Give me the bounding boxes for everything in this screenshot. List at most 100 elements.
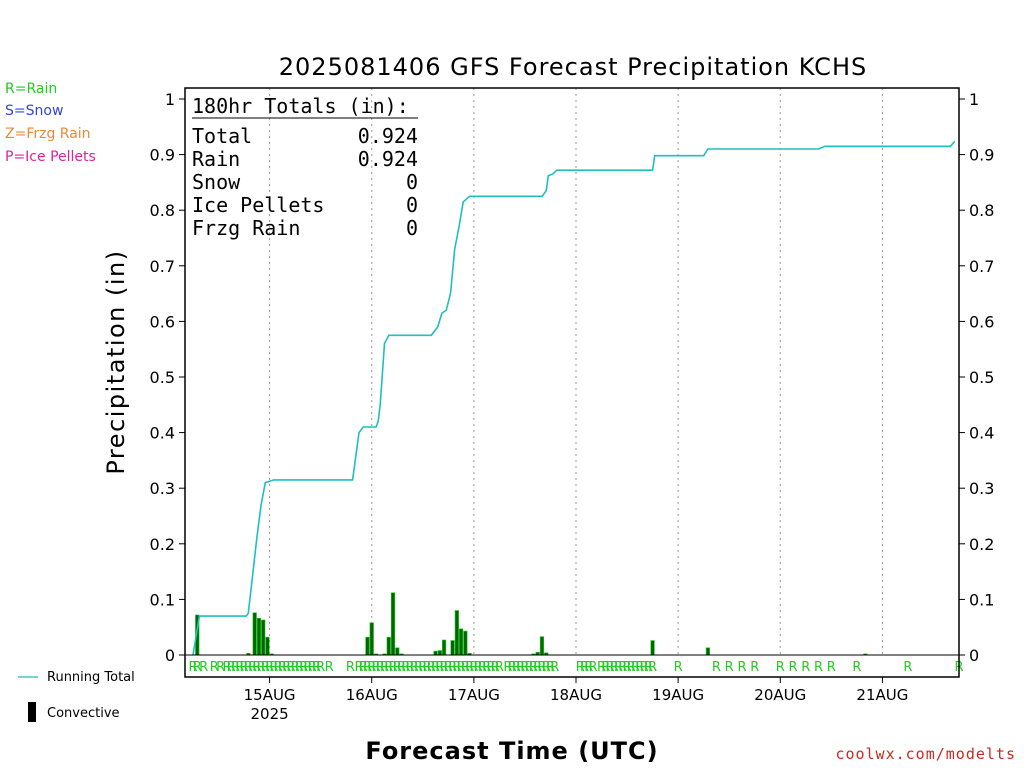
convective-key-swatch xyxy=(28,702,36,722)
precip-type-marker: R xyxy=(550,660,559,675)
precip-type-marker: R xyxy=(601,660,610,675)
precip-type-marker: R xyxy=(618,660,627,675)
precip-type-marker: R xyxy=(265,660,274,675)
precip-type-marker: R xyxy=(525,660,534,675)
precip-type-marker: R xyxy=(635,660,644,675)
y-tick-label-right: 0.5 xyxy=(969,368,994,387)
y-tick-label-right: 0.9 xyxy=(969,146,994,165)
y-tick-label-left: 0.6 xyxy=(150,312,175,331)
totals-heading: 180hr Totals (in): xyxy=(192,94,409,118)
convective-bar xyxy=(390,592,396,656)
precip-type-marker: R xyxy=(546,660,555,675)
convective-bar xyxy=(458,628,464,656)
convective-bar xyxy=(261,619,266,656)
precip-type-marker: R xyxy=(623,660,632,675)
precip-type-marker: R xyxy=(440,660,449,675)
convective-bar xyxy=(395,647,400,656)
precip-type-marker: R xyxy=(248,660,257,675)
precip-type-marker: R xyxy=(216,660,225,675)
y-tick-label-right: 0.8 xyxy=(969,201,994,220)
y-tick-label-left: 0.5 xyxy=(150,368,175,387)
convective-bar xyxy=(705,647,711,656)
series-key xyxy=(18,676,38,722)
precip-type-marker: R xyxy=(231,660,240,675)
convective-bar xyxy=(386,636,391,656)
precip-type-marker: R xyxy=(606,660,615,675)
precip-type-marker: R xyxy=(640,660,649,675)
precip-type-marker: R xyxy=(278,660,287,675)
precip-type-marker: R xyxy=(308,660,317,675)
chart-title: 2025081406 GFS Forecast Precipitation KC… xyxy=(279,53,867,81)
precip-type-marker: R xyxy=(516,660,525,675)
convective-bar xyxy=(252,612,257,656)
convective-bar xyxy=(256,618,262,656)
precip-type-marker: R xyxy=(261,660,270,675)
legend-freezing-rain: Z=Frzg Rain xyxy=(5,126,91,142)
precip-type-marker: R xyxy=(610,660,619,675)
x-tick-label: 21AUG xyxy=(856,686,908,704)
precip-type-marker: R xyxy=(240,660,249,675)
running-total-line xyxy=(192,140,956,656)
totals-box: 180hr Totals (in): Total 0.924 Rain 0.92… xyxy=(192,94,418,240)
running-total-key-label: Running Total xyxy=(47,670,135,685)
precip-type-marker: R xyxy=(584,660,593,675)
convective-bar xyxy=(450,640,455,656)
y-tick-label-right: 0.7 xyxy=(969,257,994,276)
convective-bar xyxy=(365,636,370,656)
precip-type-marker: R xyxy=(410,660,419,675)
y-tick-label-left: 0 xyxy=(165,646,175,665)
precip-type-marker: R xyxy=(312,660,321,675)
y-tick-label-left: 0.2 xyxy=(150,535,175,554)
precip-type-marker: R xyxy=(457,660,466,675)
totals-value-ice-pellets: 0 xyxy=(406,193,418,217)
precip-type-marker: R xyxy=(737,660,746,675)
precip-type-marker: R xyxy=(376,660,385,675)
y-axis-ticks: 0 00.1 0.10.2 0.20.3 0.30.4 0.40.5 0.50.6 0.60.… xyxy=(150,90,995,665)
precip-type-marker: R xyxy=(295,660,304,675)
precip-type-marker: R xyxy=(512,660,521,675)
totals-value-total: 0.924 xyxy=(358,124,418,148)
precip-type-marker: R xyxy=(193,660,202,675)
totals-label-freezing-rain: Frzg Rain xyxy=(192,216,300,240)
precip-type-marker: R xyxy=(542,660,551,675)
x-tick-label: 15AUG xyxy=(244,686,296,704)
convective-bar xyxy=(463,630,468,656)
convective-bars xyxy=(195,592,868,656)
y-tick-label-right: 0 xyxy=(969,646,979,665)
plot-frame xyxy=(184,87,960,678)
precip-type-marker: R xyxy=(478,660,487,675)
convective-bar xyxy=(454,610,459,656)
precip-type-marker: R xyxy=(367,660,376,675)
precip-type-marker: R xyxy=(508,660,517,675)
precip-type-marker: R xyxy=(393,660,402,675)
y-tick-label-right: 0.4 xyxy=(969,424,994,443)
totals-label-total: Total xyxy=(192,124,252,148)
convective-bar xyxy=(369,622,374,656)
precip-type-marker: R xyxy=(631,660,640,675)
convective-key-label: Convective xyxy=(47,706,120,721)
precip-type-marker: R xyxy=(529,660,538,675)
y-tick-label-right: 0.1 xyxy=(969,590,994,609)
precip-type-marker: R xyxy=(486,660,495,675)
precip-type-marker: R xyxy=(452,660,461,675)
y-tick-label-right: 1 xyxy=(969,90,979,109)
x-tick-sublabel: 2025 xyxy=(251,705,289,723)
legend-ice-pellets: P=Ice Pellets xyxy=(5,149,96,165)
convective-bar xyxy=(441,639,447,656)
precip-type-marker: R xyxy=(469,660,478,675)
convective-bar xyxy=(265,636,270,656)
totals-label-ice-pellets: Ice Pellets xyxy=(192,193,324,217)
precip-type-marker: R xyxy=(406,660,415,675)
precip-type-marker: R xyxy=(435,660,444,675)
precip-type-marker: R xyxy=(482,660,491,675)
precip-type-marker: R xyxy=(371,660,380,675)
precip-type-marker: R xyxy=(414,660,423,675)
x-tick-label: 18AUG xyxy=(550,686,602,704)
precip-type-marker: R xyxy=(257,660,266,675)
precip-type-marker: R xyxy=(401,660,410,675)
precip-type-marker: R xyxy=(188,660,197,675)
precip-type-marker: R xyxy=(427,660,436,675)
precip-type-marker: R xyxy=(354,660,363,675)
precip-type-marker: R xyxy=(495,660,504,675)
legend-rain: R=Rain xyxy=(5,81,58,97)
